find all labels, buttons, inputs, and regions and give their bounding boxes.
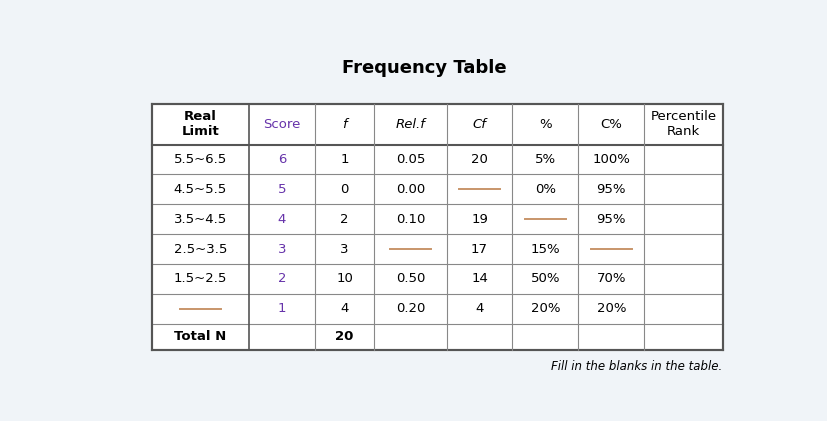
Text: 4: 4: [475, 302, 483, 315]
Text: 5%: 5%: [534, 153, 556, 166]
Text: Cf: Cf: [472, 118, 486, 131]
Text: 0.05: 0.05: [395, 153, 425, 166]
Text: 70%: 70%: [596, 272, 625, 285]
Text: 0.00: 0.00: [395, 183, 424, 196]
Text: 1.5~2.5: 1.5~2.5: [174, 272, 227, 285]
Text: 4: 4: [277, 213, 285, 226]
Text: 20%: 20%: [596, 302, 625, 315]
Text: 2: 2: [277, 272, 286, 285]
Text: 14: 14: [471, 272, 487, 285]
Text: 1: 1: [340, 153, 348, 166]
Text: 3: 3: [277, 242, 286, 256]
Text: 0: 0: [340, 183, 348, 196]
Text: 2: 2: [340, 213, 348, 226]
Text: Real
Limit: Real Limit: [181, 110, 219, 139]
Text: Fill in the blanks in the table.: Fill in the blanks in the table.: [551, 360, 722, 373]
Text: 0%: 0%: [534, 183, 555, 196]
Text: 4: 4: [340, 302, 348, 315]
Text: 3.5~4.5: 3.5~4.5: [174, 213, 227, 226]
Text: Percentile
Rank: Percentile Rank: [650, 110, 715, 139]
Text: 0.10: 0.10: [395, 213, 425, 226]
Text: 1: 1: [277, 302, 286, 315]
Text: %: %: [538, 118, 551, 131]
Text: 19: 19: [471, 213, 487, 226]
Text: 10: 10: [336, 272, 352, 285]
Text: 95%: 95%: [596, 213, 625, 226]
Text: Total N: Total N: [174, 330, 226, 344]
Text: 20%: 20%: [530, 302, 560, 315]
Text: 20: 20: [471, 153, 487, 166]
Text: 2.5~3.5: 2.5~3.5: [174, 242, 227, 256]
Text: Frequency Table: Frequency Table: [342, 59, 506, 77]
Text: Score: Score: [263, 118, 300, 131]
Text: 0.20: 0.20: [395, 302, 425, 315]
Text: f: f: [342, 118, 347, 131]
Text: 100%: 100%: [591, 153, 629, 166]
Text: 5.5~6.5: 5.5~6.5: [174, 153, 227, 166]
Text: 3: 3: [340, 242, 348, 256]
Text: 50%: 50%: [530, 272, 560, 285]
Text: Rel.f: Rel.f: [395, 118, 425, 131]
Text: 15%: 15%: [530, 242, 560, 256]
Text: 20: 20: [335, 330, 353, 344]
Text: 5: 5: [277, 183, 286, 196]
Text: 0.50: 0.50: [395, 272, 425, 285]
Text: 17: 17: [471, 242, 487, 256]
Text: 6: 6: [277, 153, 285, 166]
Text: 95%: 95%: [596, 183, 625, 196]
Text: 4.5~5.5: 4.5~5.5: [174, 183, 227, 196]
Text: C%: C%: [600, 118, 622, 131]
